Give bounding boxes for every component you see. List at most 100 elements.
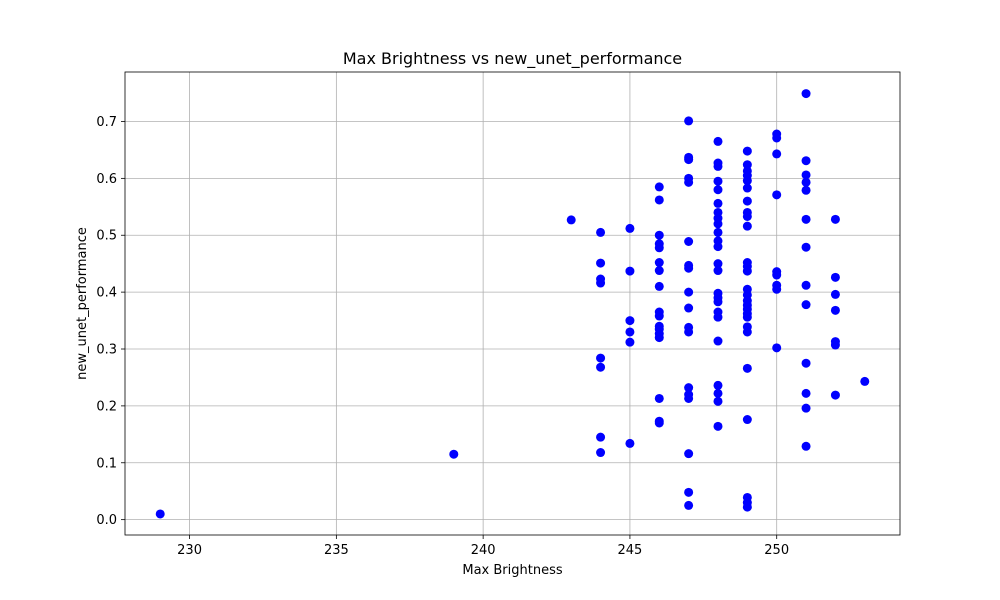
data-point (772, 284, 782, 294)
data-point (625, 266, 635, 276)
data-point (684, 177, 694, 187)
data-point (801, 403, 811, 413)
data-point (801, 280, 811, 290)
y-axis-label: new_unet_performance (75, 227, 90, 380)
data-point (742, 211, 752, 221)
data-point (713, 388, 723, 398)
data-point (742, 196, 752, 206)
data-point (742, 266, 752, 276)
data-point (772, 270, 782, 280)
data-point (801, 388, 811, 398)
y-tick-label: 0.5 (96, 229, 117, 244)
data-point (596, 448, 606, 458)
data-point (713, 176, 723, 186)
data-point (654, 266, 664, 276)
data-point (713, 185, 723, 195)
data-point (801, 89, 811, 99)
y-tick-label: 0.7 (96, 115, 117, 130)
data-point (596, 258, 606, 268)
data-point (684, 116, 694, 126)
data-point (713, 421, 723, 431)
y-tick-label: 0.4 (96, 286, 117, 301)
data-point (654, 333, 664, 343)
data-point (801, 441, 811, 451)
data-point (596, 432, 606, 442)
y-tick-label: 0.6 (96, 172, 117, 187)
data-point (713, 297, 723, 307)
data-point (772, 133, 782, 143)
chart-title: Max Brightness vs new_unet_performance (343, 49, 682, 69)
x-axis-label: Max Brightness (462, 563, 562, 578)
plot-frame (124, 71, 901, 536)
data-point (449, 449, 459, 459)
data-point (625, 223, 635, 233)
data-point (713, 227, 723, 237)
data-point (566, 215, 576, 225)
x-tick-label: 230 (177, 543, 202, 558)
grid-lines (125, 72, 900, 535)
data-point (654, 230, 664, 240)
data-point (684, 487, 694, 497)
x-tick-label: 240 (471, 543, 496, 558)
data-point (684, 303, 694, 313)
y-tick-label: 0.3 (96, 343, 117, 358)
y-tick-label: 0.2 (96, 399, 117, 414)
data-point (742, 160, 752, 170)
data-point (713, 266, 723, 276)
data-point (654, 281, 664, 291)
data-point (801, 170, 811, 180)
data-point (713, 312, 723, 322)
data-point (742, 176, 752, 186)
data-point (654, 195, 664, 205)
data-point (860, 376, 870, 386)
data-point (830, 272, 840, 282)
data-point (654, 418, 664, 428)
data-point (654, 393, 664, 403)
data-point (596, 278, 606, 288)
data-point (772, 190, 782, 200)
x-tick-label: 245 (618, 543, 643, 558)
data-point (684, 393, 694, 403)
data-point (713, 161, 723, 171)
data-point (742, 183, 752, 193)
data-point (596, 353, 606, 363)
y-tick-label: 0.0 (96, 513, 117, 528)
data-point (801, 358, 811, 368)
data-point (801, 214, 811, 224)
data-point (713, 242, 723, 252)
data-point (713, 219, 723, 229)
data-point (155, 509, 165, 519)
data-point (684, 327, 694, 337)
data-point (654, 182, 664, 192)
data-point (625, 337, 635, 347)
data-point (625, 316, 635, 326)
data-point (830, 340, 840, 350)
data-point (596, 362, 606, 372)
data-point (713, 259, 723, 269)
data-point (801, 177, 811, 187)
data-point (801, 156, 811, 166)
x-tick-label: 250 (764, 543, 789, 558)
data-point (742, 312, 752, 322)
data-point (713, 396, 723, 406)
data-point (684, 263, 694, 273)
data-point (772, 149, 782, 159)
data-point (625, 438, 635, 448)
data-point (625, 327, 635, 337)
data-point (684, 383, 694, 393)
data-point (801, 185, 811, 195)
data-point (684, 237, 694, 247)
y-tick-label: 0.1 (96, 456, 117, 471)
x-tick-label: 235 (324, 543, 349, 558)
data-point (742, 363, 752, 373)
data-point (830, 390, 840, 400)
data-point (684, 287, 694, 297)
data-point (654, 258, 664, 268)
data-point (654, 311, 664, 321)
data-point (713, 136, 723, 146)
data-point (830, 289, 840, 299)
data-point (830, 214, 840, 224)
axis-ticks: 230 235 240 245 250 0.0 0.1 0.2 0.3 0.4 0.5 0.6 0.7 (96, 115, 789, 558)
data-point (772, 343, 782, 353)
